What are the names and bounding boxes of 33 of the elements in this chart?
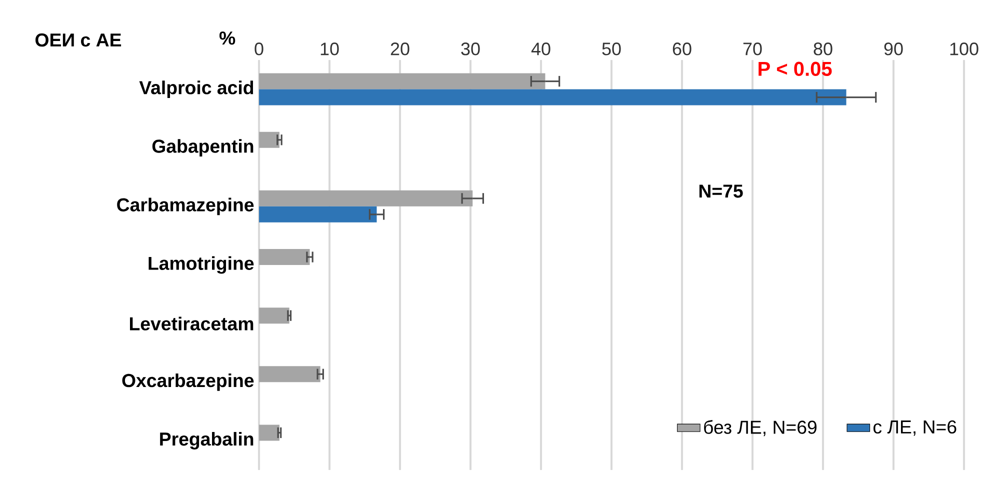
annotation: P < 0.05 — [758, 62, 832, 76]
y-tick-label: Oxcarbazepine — [122, 373, 254, 391]
bar — [259, 132, 280, 148]
bar — [259, 73, 546, 90]
y-tick-label: Pregabalin — [160, 432, 254, 450]
x-tick-label: 20 — [390, 42, 410, 56]
x-tick-label: 70 — [743, 42, 762, 56]
x-tick-label: 30 — [461, 42, 480, 56]
bar — [259, 424, 280, 441]
y-tick-label: Lamotrigine — [148, 256, 254, 274]
x-tick-label: 80 — [814, 42, 832, 56]
legend-label: без ЛЕ, N=69 — [704, 420, 817, 436]
bar — [259, 89, 846, 106]
bar — [259, 190, 473, 206]
x-tick-label: 10 — [320, 42, 339, 56]
x-tick-label: 50 — [602, 42, 621, 56]
bar — [259, 249, 310, 266]
y-tick-label: Gabapentin — [152, 139, 254, 157]
bar — [259, 206, 377, 222]
x-tick-label: 40 — [531, 42, 550, 56]
x-tick-label: 60 — [672, 42, 692, 56]
y-tick-label: Valproic acid — [139, 80, 254, 98]
bar — [259, 308, 290, 324]
legend-label: с ЛЕ, N=6 — [874, 420, 956, 436]
y-tick-label: Carbamazepine — [117, 198, 254, 216]
text: ОЕИ с АЕ — [35, 33, 122, 47]
x-tick-label: 90 — [884, 42, 903, 56]
y-tick-label: Levetiracetam — [130, 316, 254, 330]
annotation: N=75 — [699, 184, 743, 198]
x-tick-label: 100 — [950, 42, 978, 56]
bar — [259, 366, 320, 382]
x-axis-title: % — [219, 32, 236, 45]
x-tick-label: 0 — [254, 42, 264, 56]
